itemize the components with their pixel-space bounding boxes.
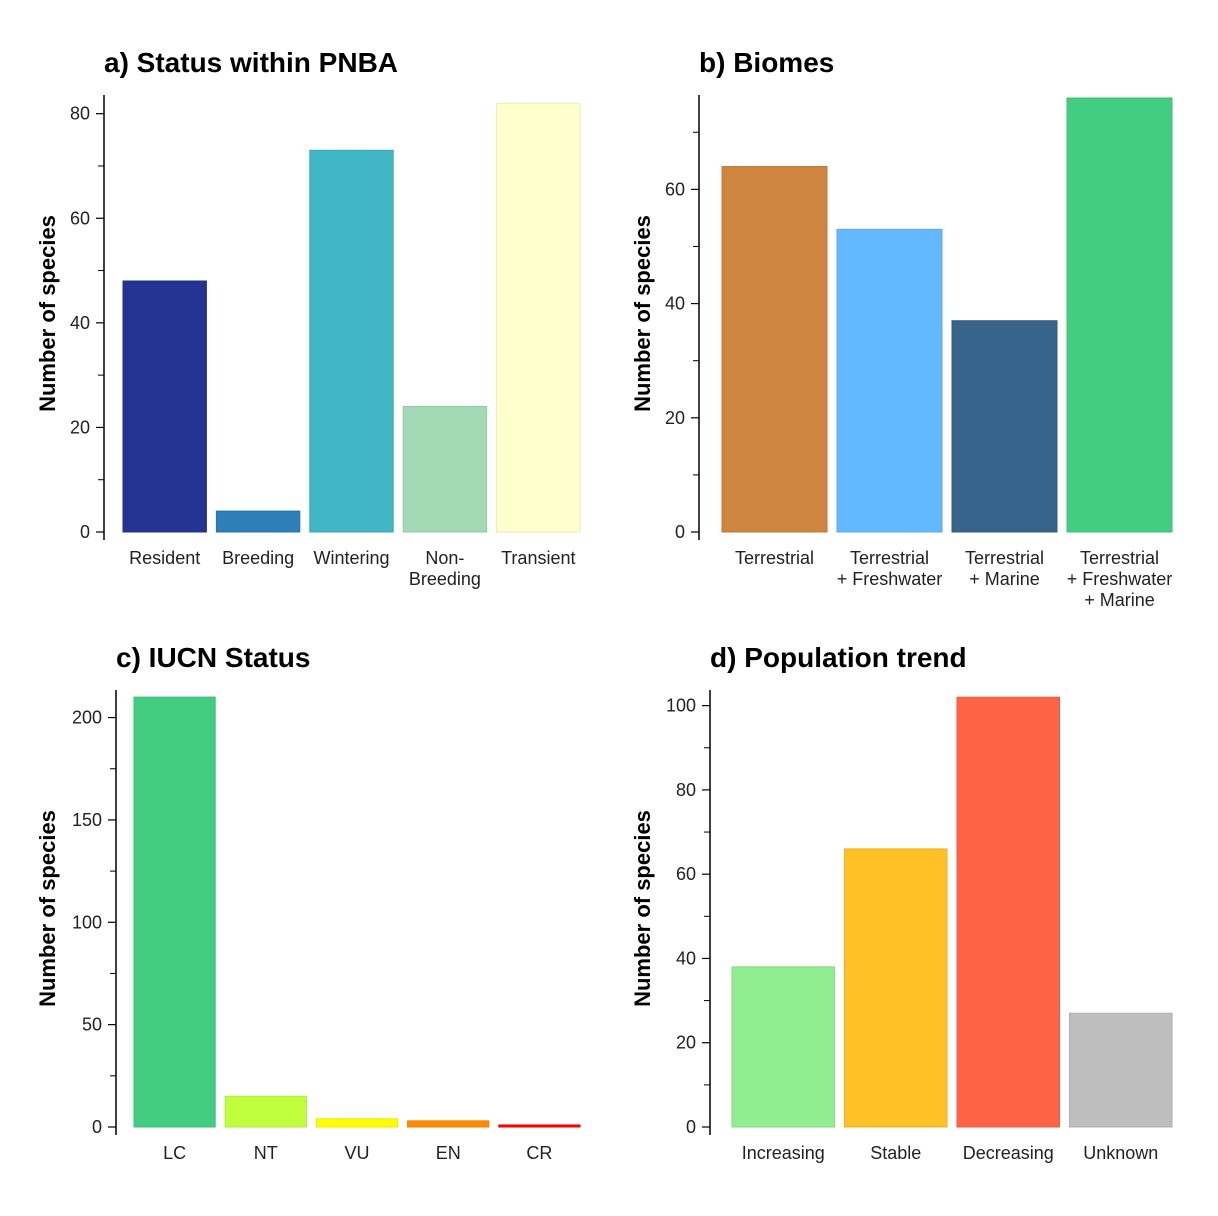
bar (951, 320, 1058, 533)
panel-c: c) IUCN Status Number of species 0 50 100 150… (35, 642, 581, 1163)
y-axis-label: Number of species (630, 810, 655, 1007)
x-tick-label-line: Non- (425, 548, 464, 568)
bar (496, 102, 581, 533)
x-tick-label: Terrestrial + Freshwater (837, 548, 943, 589)
bar (1066, 97, 1173, 533)
x-tick-label-line: + Marine (969, 569, 1040, 589)
x-tick-label: Terrestrial (735, 548, 814, 568)
x-tick-label: EN (436, 1143, 461, 1163)
x-tick-label: Increasing (742, 1143, 825, 1163)
x-tick-label: Terrestrial + Marine (965, 548, 1044, 589)
x-tick-label-line: VU (344, 1143, 369, 1163)
y-tick-label: 60 (70, 208, 90, 228)
x-tick-label: NT (254, 1143, 278, 1163)
bar (731, 966, 835, 1128)
x-tick-label-line: Terrestrial (735, 548, 814, 568)
x-tick-label-line: CR (526, 1143, 552, 1163)
panel-title: c) IUCN Status (116, 642, 310, 673)
x-tick-label-line: EN (436, 1143, 461, 1163)
x-tick-label-line: Decreasing (963, 1143, 1054, 1163)
x-tick-label-line: Breeding (409, 569, 481, 589)
x-tick-label-line: Terrestrial (965, 548, 1044, 568)
y-tick-label: 100 (72, 912, 102, 932)
x-tick-label-line: + Freshwater (837, 569, 943, 589)
y-tick-label: 0 (675, 522, 685, 542)
bar (956, 696, 1060, 1128)
y-tick-label: 20 (676, 1033, 696, 1053)
y-tick-label: 200 (72, 708, 102, 728)
x-tick-label: VU (344, 1143, 369, 1163)
y-tick-label: 50 (82, 1015, 102, 1035)
bar (122, 280, 207, 533)
x-tick-label: Wintering (313, 548, 389, 568)
x-tick-label: Decreasing (963, 1143, 1054, 1163)
x-tick-label-line: Breeding (222, 548, 294, 568)
y-tick-label: 100 (666, 696, 696, 716)
bar (215, 510, 301, 533)
panel-title: d) Population trend (710, 642, 967, 673)
panel-title: a) Status within PNBA (104, 47, 398, 78)
y-tick-label: 40 (70, 313, 90, 333)
x-tick-label-line: Transient (501, 548, 575, 568)
y-tick-label: 80 (676, 780, 696, 800)
panel-b: b) Biomes Number of species 0 20 40 60 Terrest… (630, 47, 1173, 610)
y-tick-label: 150 (72, 810, 102, 830)
bar (315, 1118, 399, 1128)
bar (309, 149, 394, 533)
x-tick-label: Transient (501, 548, 575, 568)
bar (1069, 1012, 1173, 1128)
x-tick-label-line: Terrestrial (1080, 548, 1159, 568)
bar (498, 1124, 581, 1128)
x-tick-label: LC (163, 1143, 186, 1163)
x-tick-label-line: Unknown (1083, 1143, 1158, 1163)
y-axis-label: Number of species (35, 810, 60, 1007)
y-axis-label: Number of species (630, 215, 655, 412)
x-tick-label-line: Terrestrial (850, 548, 929, 568)
x-tick-label-line: + Freshwater (1067, 569, 1173, 589)
x-tick-label-line: + Marine (1084, 590, 1155, 610)
bar (836, 228, 943, 533)
x-tick-label-line: NT (254, 1143, 278, 1163)
y-tick-label: 20 (665, 408, 685, 428)
x-tick-label-line: Resident (129, 548, 200, 568)
x-tick-label: Stable (870, 1143, 921, 1163)
x-tick-label-line: Increasing (742, 1143, 825, 1163)
y-tick-label: 0 (686, 1117, 696, 1137)
x-tick-label: Resident (129, 548, 200, 568)
x-tick-label: Terrestrial + Freshwater + Marine (1067, 548, 1173, 610)
bar (402, 406, 488, 533)
y-tick-label: 40 (665, 294, 685, 314)
y-axis-label: Number of species (35, 215, 60, 412)
y-tick-label: 20 (70, 417, 90, 437)
bar (721, 166, 828, 533)
y-tick-label: 0 (80, 522, 90, 542)
bar (407, 1120, 490, 1128)
bar (224, 1095, 307, 1128)
bar (844, 848, 948, 1128)
y-tick-label: 0 (92, 1117, 102, 1137)
y-tick-label: 80 (70, 104, 90, 124)
panel-a: a) Status within PNBA Number of species 0 2… (35, 47, 581, 589)
y-tick-label: 40 (676, 948, 696, 968)
x-tick-label-line: Stable (870, 1143, 921, 1163)
x-tick-label: Breeding (222, 548, 294, 568)
x-tick-label: Non-Breeding (409, 548, 481, 589)
panel-title: b) Biomes (699, 47, 834, 78)
panel-d: d) Population trend Number of species 0 20 4… (630, 642, 1173, 1163)
x-tick-label: Unknown (1083, 1143, 1158, 1163)
bar (133, 696, 216, 1128)
y-tick-label: 60 (665, 179, 685, 199)
x-tick-label-line: LC (163, 1143, 186, 1163)
x-tick-label: CR (526, 1143, 552, 1163)
y-tick-label: 60 (676, 864, 696, 884)
x-tick-label-line: Wintering (313, 548, 389, 568)
